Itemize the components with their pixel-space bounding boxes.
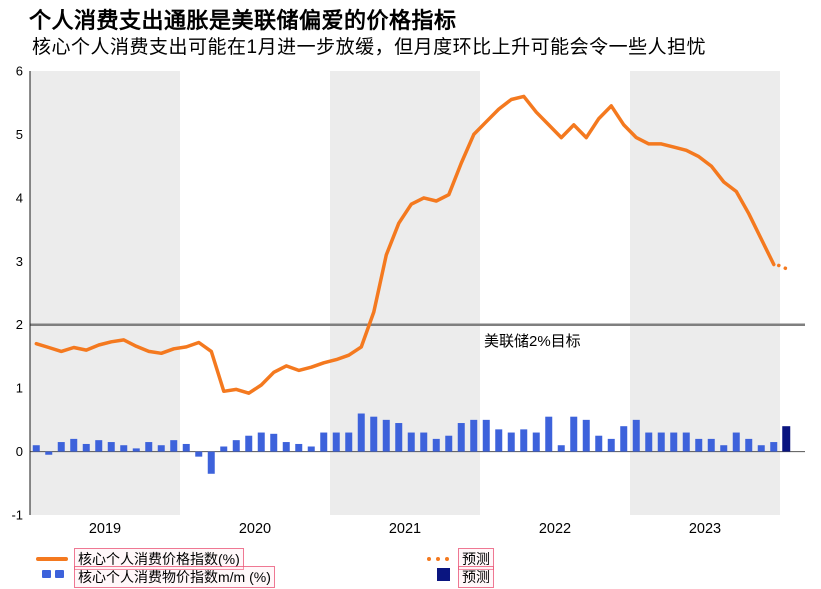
mm-bar xyxy=(282,442,290,452)
legend-bar-label: 核心个人消费物价指数m/m (%) xyxy=(74,566,275,588)
mm-bar xyxy=(532,432,540,452)
mm-bar xyxy=(570,416,578,452)
mm-bar xyxy=(732,432,740,452)
mm-bar xyxy=(632,419,640,452)
mm-bar-swatch-icon xyxy=(42,570,64,578)
x-tick-label: 2021 xyxy=(389,521,421,537)
mm-bar xyxy=(195,451,203,457)
mm-bar xyxy=(45,451,53,455)
y-tick-label: 6 xyxy=(16,64,23,79)
mm-bar xyxy=(70,438,78,452)
mm-bar xyxy=(470,419,478,452)
mm-bar xyxy=(757,445,765,452)
mm-bar xyxy=(370,416,378,452)
legend-bar-forecast-label: 预测 xyxy=(458,566,494,588)
chart-subtitle: 核心个人消费支出可能在1月进一步放缓，但月度环比上升可能会令一些人担忧 xyxy=(32,37,707,58)
mm-bar xyxy=(270,433,278,452)
mm-bar xyxy=(520,429,528,452)
mm-bar xyxy=(57,442,65,452)
mm-bar xyxy=(457,423,465,452)
x-tick-label: 2022 xyxy=(539,521,571,537)
mm-bar xyxy=(657,432,665,452)
year-band-2023 xyxy=(630,71,780,515)
mm-bar xyxy=(332,432,340,452)
mm-bar xyxy=(357,413,365,452)
mm-bar xyxy=(95,440,103,452)
mm-bar xyxy=(407,432,415,452)
y-tick-label: 3 xyxy=(16,254,23,269)
y-tick-label: 5 xyxy=(16,127,23,142)
mm-bar xyxy=(132,448,140,452)
x-tick-label: 2023 xyxy=(689,521,721,537)
mm-bar xyxy=(670,432,678,452)
forecast-bar-swatch-icon xyxy=(437,568,450,581)
chart-title: 个人消费支出通胀是美联储偏爱的价格指标 xyxy=(29,8,457,33)
mm-bar xyxy=(620,426,628,452)
mm-bar xyxy=(345,432,353,452)
mm-bar xyxy=(557,445,565,452)
y-tick-label: 4 xyxy=(16,190,23,205)
core-pce-line xyxy=(34,94,776,395)
mm-bar xyxy=(157,445,165,452)
mm-bar xyxy=(445,435,453,452)
mm-bar xyxy=(432,438,440,452)
mm-bar xyxy=(295,443,303,452)
mm-bar xyxy=(257,432,265,452)
x-tick-label: 2019 xyxy=(89,521,121,537)
mm-bar xyxy=(507,432,515,452)
mm-bar xyxy=(382,419,390,452)
mm-bar xyxy=(695,438,703,452)
core-pce-line-swatch-icon xyxy=(36,557,68,561)
mm-bar xyxy=(107,442,115,452)
year-band-2021 xyxy=(330,71,480,515)
forecast-dots-swatch-icon xyxy=(427,557,449,561)
mm-bar xyxy=(307,446,315,452)
mm-bar-forecast xyxy=(782,426,791,452)
mm-bar xyxy=(707,438,715,452)
mm-bar xyxy=(232,440,240,452)
mm-bar xyxy=(207,451,215,474)
mm-bar xyxy=(420,432,428,452)
mm-bar xyxy=(32,445,40,452)
mm-bar xyxy=(545,416,553,452)
core-pce-line-forecast xyxy=(777,263,793,273)
mm-bar xyxy=(595,435,603,452)
mm-bar xyxy=(120,445,128,452)
mm-bar xyxy=(245,435,253,452)
mm-bar xyxy=(395,423,403,452)
mm-bar xyxy=(607,438,615,452)
mm-bar xyxy=(720,445,728,452)
legend-line-forecast-label: 预测 xyxy=(458,548,494,570)
mm-bar xyxy=(745,438,753,452)
mm-bar xyxy=(320,432,328,452)
mm-bar xyxy=(682,432,690,452)
mm-bar xyxy=(82,443,90,452)
fed-target-annotation: 美联储2%目标 xyxy=(484,333,581,350)
legend-line-label: 核心个人消费价格指数(%) xyxy=(74,548,244,570)
mm-bar xyxy=(170,440,178,452)
mm-bar xyxy=(770,442,778,452)
mm-bar xyxy=(182,443,190,452)
x-tick-label: 2020 xyxy=(239,521,271,537)
mm-bar xyxy=(582,419,590,452)
mm-bar xyxy=(482,419,490,452)
mm-bar xyxy=(645,432,653,452)
y-tick-label: 1 xyxy=(16,381,23,396)
year-band-2019 xyxy=(30,71,180,515)
y-tick-label: -1 xyxy=(11,508,23,523)
y-tick-label: 0 xyxy=(16,444,23,459)
mm-bar xyxy=(495,429,503,452)
mm-bar xyxy=(220,446,228,452)
mm-bar xyxy=(145,442,153,452)
y-tick-label: 2 xyxy=(16,317,23,332)
